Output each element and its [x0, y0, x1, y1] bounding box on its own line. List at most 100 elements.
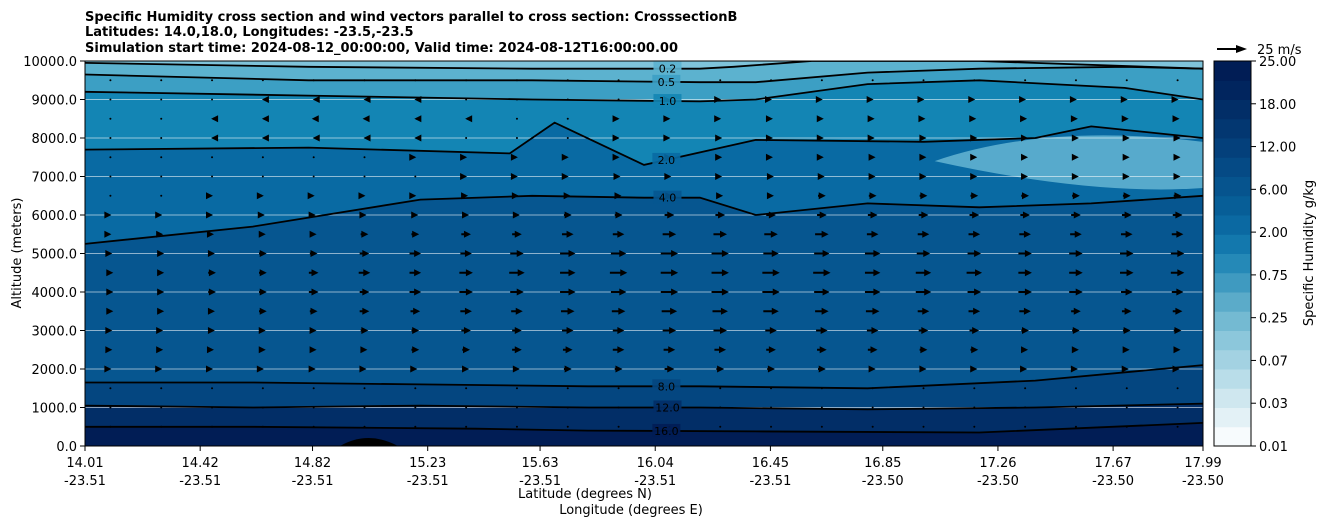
- wind-vector: [1122, 192, 1131, 200]
- wind-vector: [1122, 153, 1130, 161]
- wind-vector: [256, 192, 264, 200]
- wind-vector: [160, 137, 163, 139]
- wind-vector: [512, 365, 520, 373]
- wind-vector: [919, 134, 927, 142]
- wind-vector: [866, 327, 879, 334]
- x-tick-lon-10: -23.50: [1182, 474, 1224, 489]
- wind-vector: [460, 307, 472, 315]
- wind-vector: [410, 307, 421, 315]
- wind-vector: [711, 269, 729, 277]
- wind-vector: [362, 115, 370, 123]
- x-tick-lat-4: 15.63: [521, 456, 558, 471]
- wind-vector: [561, 153, 569, 161]
- wind-vector: [1024, 387, 1027, 390]
- wind-vector: [617, 79, 620, 82]
- wind-vector: [160, 425, 163, 428]
- wind-vector: [817, 211, 827, 219]
- wind-vector: [261, 175, 264, 178]
- wind-vector: [261, 79, 264, 82]
- wind-vector: [1020, 211, 1030, 219]
- wind-vector: [660, 288, 679, 296]
- wind-vector: [460, 250, 472, 257]
- wind-vector: [462, 365, 470, 373]
- wind-vector: [609, 269, 628, 277]
- wind-vector: [1122, 346, 1130, 354]
- wind-vector: [109, 137, 112, 139]
- contour-label-0.5: 0.5: [658, 76, 676, 89]
- wind-vector: [1019, 307, 1031, 315]
- wind-vector: [969, 115, 977, 123]
- wind-vector: [308, 211, 316, 219]
- wind-vector: [465, 425, 468, 428]
- wind-vector: [465, 387, 468, 390]
- colorbar-tick-label-4: 0.75: [1259, 269, 1288, 284]
- wind-vector: [258, 230, 266, 238]
- colorbar-tick-label-9: 25.00: [1259, 55, 1296, 70]
- colorbar-segment-7: [1214, 292, 1251, 312]
- wind-vector: [970, 365, 978, 373]
- contour-label-bg-4.0: [653, 190, 682, 204]
- wind-vector: [765, 327, 777, 334]
- wind-vector: [312, 134, 320, 142]
- wind-vector: [1121, 307, 1132, 315]
- y-tick-label-10: 10000.0: [23, 55, 77, 70]
- wind-vector: [1121, 365, 1129, 373]
- wind-vector: [770, 425, 773, 428]
- contour-label-bg-1.0: [653, 94, 682, 108]
- wind-vector: [1173, 134, 1181, 142]
- wind-vector: [1020, 365, 1028, 373]
- wind-vector: [868, 153, 876, 161]
- wind-vector: [261, 156, 264, 159]
- wind-vector: [817, 365, 826, 373]
- humidity-contour-lines: [85, 61, 1203, 434]
- wind-vector: [512, 211, 520, 219]
- wind-vector: [206, 365, 214, 373]
- colorbar-segment-2: [1214, 388, 1251, 408]
- wind-vector: [1173, 192, 1182, 200]
- wind-vector: [104, 365, 112, 373]
- wind-vector: [363, 175, 366, 178]
- wind-vector: [922, 406, 925, 409]
- x-tick-lat-10: 17.99: [1184, 456, 1221, 471]
- wind-vector: [765, 134, 773, 142]
- wind-vector: [617, 425, 620, 428]
- wind-vector: [363, 134, 371, 142]
- x-tick-lat-6: 16.45: [752, 456, 789, 471]
- wind-vector: [206, 211, 214, 219]
- wind-vector: [312, 156, 315, 159]
- wind-vector: [1125, 79, 1128, 82]
- wind-vector: [311, 115, 319, 123]
- wind-vector: [612, 230, 625, 238]
- wind-vector: [363, 387, 366, 390]
- wind-vector: [614, 192, 622, 200]
- wind-vector: [157, 288, 165, 296]
- wind-vector: [764, 230, 778, 238]
- wind-vector: [208, 269, 216, 277]
- wind-vector: [515, 98, 518, 101]
- colorbar-tick-label-0: 0.01: [1259, 440, 1288, 455]
- wind-vector: [515, 387, 518, 390]
- wind-vector: [970, 153, 978, 161]
- wind-vector: [1172, 115, 1180, 123]
- wind-vector: [363, 96, 371, 103]
- wind-vector: [309, 327, 317, 334]
- plot-area: [85, 61, 1203, 446]
- wind-vector: [160, 79, 163, 82]
- wind-vector: [562, 346, 573, 354]
- wind-vector: [815, 230, 829, 238]
- wind-vector: [715, 211, 726, 219]
- wind-vector: [1171, 230, 1184, 238]
- wind-vector: [411, 327, 420, 334]
- wind-vector: [612, 115, 620, 123]
- wind-vector: [719, 79, 722, 82]
- wind-vector: [156, 346, 164, 354]
- wind-vector: [109, 117, 112, 120]
- wind-vector: [864, 250, 881, 257]
- wind-vector: [766, 346, 776, 354]
- wind-vector: [1018, 288, 1032, 296]
- wind-vector: [1176, 79, 1179, 82]
- wind-vector: [1069, 96, 1077, 103]
- wind-vector: [409, 153, 417, 161]
- wind-vector: [462, 346, 471, 354]
- wind-vector: [258, 307, 267, 315]
